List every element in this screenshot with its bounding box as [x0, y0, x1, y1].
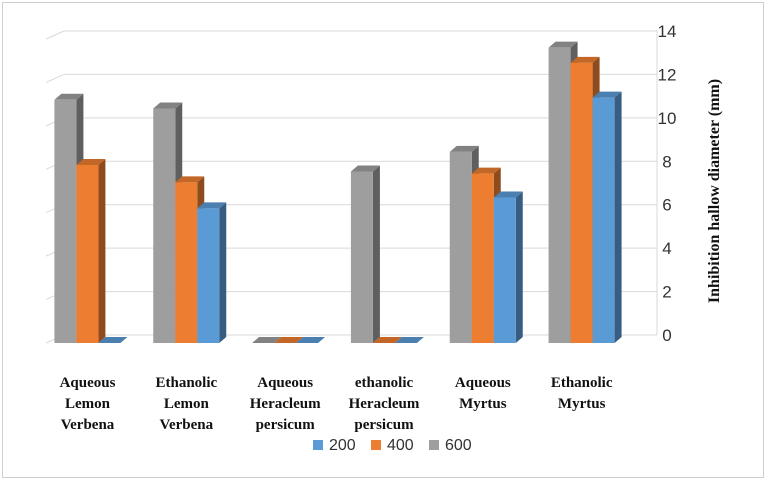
- bar-top-600: [449, 145, 479, 152]
- bar-top-200: [296, 337, 326, 343]
- bar-600: [54, 99, 77, 343]
- bar-top-600: [252, 337, 282, 343]
- bar-side-600: [372, 165, 380, 343]
- category-label-line: Aqueous: [257, 375, 313, 391]
- bar-top-200: [197, 202, 227, 209]
- category-label: Ethanolic Lemon Verbena: [155, 375, 217, 433]
- legend-swatch-600: [429, 440, 439, 450]
- category-label-line: Verbena: [61, 417, 115, 433]
- category-label: Aqueous Lemon Verbena: [60, 375, 116, 433]
- bar-200: [197, 208, 220, 343]
- bar-400: [175, 182, 198, 343]
- category-label-line: Heracleum: [349, 396, 420, 412]
- category-label-line: Myrtus: [558, 396, 606, 412]
- category-label: Aqueous Myrtus: [455, 375, 511, 412]
- category-label-line: Lemon: [164, 396, 210, 412]
- y-tick-label: 12: [658, 65, 677, 84]
- bar-200: [592, 97, 615, 343]
- y-tick-label: 14: [658, 22, 677, 41]
- bar-side-400: [98, 158, 106, 343]
- bar-600: [350, 171, 373, 343]
- y-tick-label: 10: [658, 109, 677, 128]
- y-tick-label: 6: [662, 196, 671, 215]
- category-label-line: Ethanolic: [155, 375, 217, 391]
- gridline-depth: [45, 73, 65, 83]
- legend-label-200: 200: [329, 437, 356, 454]
- category-label-line: Myrtus: [459, 396, 507, 412]
- legend: 200 400 600: [313, 437, 472, 454]
- bar-top-200: [493, 191, 523, 198]
- bar-top-200: [592, 91, 622, 98]
- bars: [54, 41, 622, 344]
- bar-top-600: [153, 102, 183, 109]
- bar-top-400: [471, 167, 501, 174]
- bar-side-200: [515, 191, 523, 343]
- bar-top-200: [98, 337, 128, 343]
- bar-600: [548, 47, 571, 343]
- legend-label-600: 600: [445, 437, 472, 454]
- bar-400: [76, 164, 99, 343]
- category-label: Ethanolic Myrtus: [551, 375, 613, 412]
- bar-top-600: [54, 93, 84, 100]
- chart-frame: 0 2 4 6 8 10 12 14 Aqueous Lemon Verbena Ethanolic…: [2, 2, 764, 478]
- bar-top-400: [76, 158, 106, 165]
- legend-label-400: 400: [387, 437, 414, 454]
- bar-200: [493, 197, 516, 343]
- category-label-line: Aqueous: [60, 375, 116, 391]
- legend-swatch-200: [313, 440, 323, 450]
- category-label-line: Heracleum: [250, 396, 321, 412]
- category-label: Aqueous Heracleum persicum: [250, 375, 321, 433]
- gridline-depth: [45, 30, 65, 40]
- bar-side-200: [219, 202, 227, 343]
- bar-top-600: [350, 165, 380, 172]
- bar-400: [471, 173, 494, 343]
- bar-600: [153, 108, 176, 343]
- category-labels: Aqueous Lemon Verbena Ethanolic Lemon Verbena…: [60, 375, 613, 433]
- bar-top-400: [570, 56, 600, 63]
- y-axis-label: Inhibition hallow diameter (mm): [706, 79, 723, 303]
- bar-top-600: [548, 41, 578, 48]
- bar-400: [570, 62, 593, 344]
- category-label-line: Verbena: [160, 417, 214, 433]
- category-label-line: persicum: [256, 417, 316, 433]
- category-label-line: Aqueous: [455, 375, 511, 391]
- bar-top-400: [372, 337, 402, 343]
- bar-600: [449, 151, 472, 343]
- y-tick-label: 8: [662, 152, 671, 171]
- bar-side-200: [614, 91, 622, 343]
- y-tick-labels: 0 2 4 6 8 10 12 14: [658, 22, 677, 345]
- legend-swatch-400: [371, 440, 381, 450]
- bar-top-200: [394, 337, 424, 343]
- category-label-line: Lemon: [65, 396, 111, 412]
- bar-top-400: [274, 337, 304, 343]
- y-tick-label: 2: [662, 283, 671, 302]
- category-label-line: persicum: [354, 417, 414, 433]
- category-label-line: Ethanolic: [551, 375, 613, 391]
- category-label-line: ethanolic: [355, 375, 414, 391]
- y-tick-label: 4: [662, 239, 671, 258]
- bar-top-400: [175, 176, 205, 183]
- y-tick-label: 0: [662, 326, 671, 345]
- category-label: ethanolic Heracleum persicum: [349, 375, 420, 433]
